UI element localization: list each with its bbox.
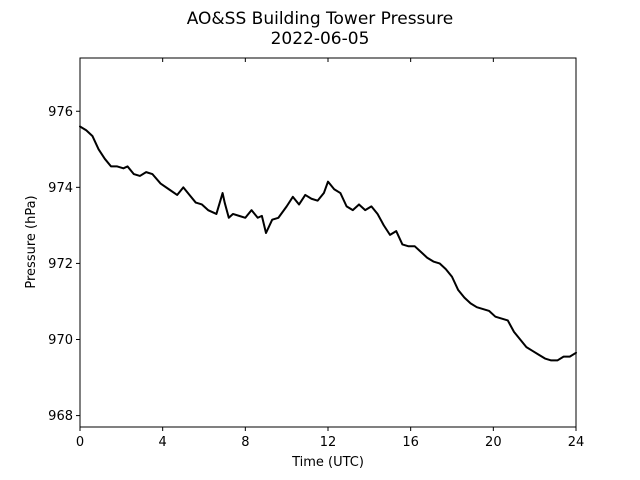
y-tick-label: 968: [48, 409, 73, 424]
x-tick-label: 12: [320, 435, 337, 450]
series-line: [79, 125, 577, 362]
x-tick-label: 24: [568, 435, 585, 450]
x-tick-label: 8: [241, 435, 249, 450]
x-tick-label: 16: [402, 435, 419, 450]
x-axis-label: Time (UTC): [291, 455, 364, 470]
y-tick-label: 972: [48, 257, 73, 272]
y-axis-label: Pressure (hPa): [24, 195, 39, 288]
y-tick-label: 970: [48, 333, 73, 348]
plot-frame: [79, 57, 577, 428]
chart-subtitle: 2022-06-05: [271, 29, 370, 49]
ticks-layer: 0 4 8 12 16 20 24 968 970 972 974 976: [48, 58, 584, 450]
y-tick-label: 974: [48, 181, 73, 196]
x-tick-label: 4: [159, 435, 167, 450]
y-tick-label: 976: [48, 105, 73, 120]
x-tick-label: 0: [76, 435, 84, 450]
x-tick-label: 20: [485, 435, 502, 450]
chart-title: AO&SS Building Tower Pressure: [187, 9, 454, 29]
